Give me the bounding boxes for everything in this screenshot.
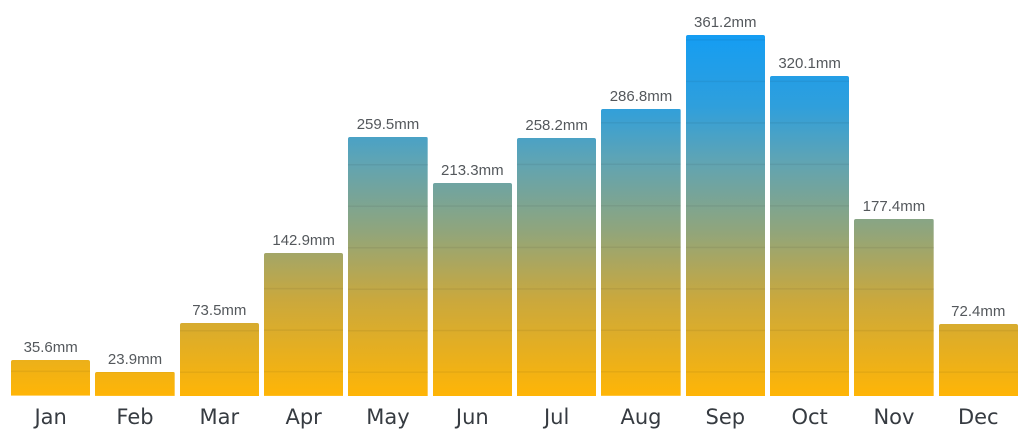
rainfall-bar-jun[interactable] xyxy=(432,182,512,396)
bar-column: 142.9mm xyxy=(263,231,344,396)
bar-column: 258.2mm xyxy=(516,116,597,396)
rainfall-bar-sep[interactable] xyxy=(685,34,765,396)
bar-column: 72.4mm xyxy=(938,302,1018,396)
rainfall-bar-aug[interactable] xyxy=(601,109,681,396)
bar-value-label-apr: 142.9mm xyxy=(272,232,335,250)
bar-column: 213.3mm xyxy=(432,161,512,396)
bar-value-label-aug: 286.8mm xyxy=(609,88,673,106)
bar-value-label-jul: 258.2mm xyxy=(525,116,588,134)
month-tick-label-dec: Dec xyxy=(957,405,999,429)
month-tick-label-nov: Nov xyxy=(873,405,915,429)
month-tick-label-jun: Jun xyxy=(455,405,489,429)
rainfall-bar-dec[interactable] xyxy=(938,323,1018,396)
rainfall-bar-jan[interactable] xyxy=(11,360,91,396)
rainfall-bar-jul[interactable] xyxy=(516,137,597,396)
bar-column: 320.1mm xyxy=(769,54,850,396)
bar-value-label-mar: 73.5mm xyxy=(192,301,247,319)
x-axis-month-labels: Jan Feb Mar Apr May Jun Jul Aug Sep Oct … xyxy=(0,403,1024,431)
bar-column: 23.9mm xyxy=(95,350,175,396)
bar-value-label-feb: 23.9mm xyxy=(107,351,163,369)
bar-value-label-jan: 35.6mm xyxy=(23,339,78,357)
rainfall-bar-feb[interactable] xyxy=(95,372,175,396)
month-tick-label-sep: Sep xyxy=(705,405,746,429)
rainfall-bar-may[interactable] xyxy=(348,136,428,396)
rainfall-bar-oct[interactable] xyxy=(769,75,850,396)
month-tick-label-jan: Jan xyxy=(34,405,67,429)
month-tick-label-aug: Aug xyxy=(620,405,662,429)
month-tick-label-may: May xyxy=(366,405,410,429)
month-tick-label-oct: Oct xyxy=(791,405,828,429)
bar-column: 35.6mm xyxy=(11,338,91,396)
bar-column: 259.5mm xyxy=(348,115,428,396)
rainfall-bar-nov[interactable] xyxy=(854,218,934,396)
bar-value-label-oct: 320.1mm xyxy=(778,54,841,72)
bar-value-label-dec: 72.4mm xyxy=(951,302,1006,320)
month-tick-label-mar: Mar xyxy=(199,405,240,429)
bar-column: 286.8mm xyxy=(601,87,681,396)
bar-value-label-nov: 177.4mm xyxy=(862,197,926,215)
bar-value-label-sep: 361.2mm xyxy=(694,13,757,31)
bar-column: 73.5mm xyxy=(179,301,259,396)
bar-value-label-jun: 213.3mm xyxy=(441,161,504,179)
rainfall-bar-apr[interactable] xyxy=(263,253,344,396)
rainfall-bar-mar[interactable] xyxy=(179,322,259,396)
month-tick-label-apr: Apr xyxy=(285,405,322,429)
month-tick-label-jul: Jul xyxy=(543,405,570,429)
plot-area: 35.6mm 23.9mm 73.5mm 142.9mm 259.5mm 213… xyxy=(11,13,1018,396)
bar-value-label-may: 259.5mm xyxy=(356,115,420,133)
month-tick-label-feb: Feb xyxy=(116,405,154,429)
bar-column: 361.2mm xyxy=(685,13,765,396)
bar-column: 177.4mm xyxy=(854,197,934,396)
